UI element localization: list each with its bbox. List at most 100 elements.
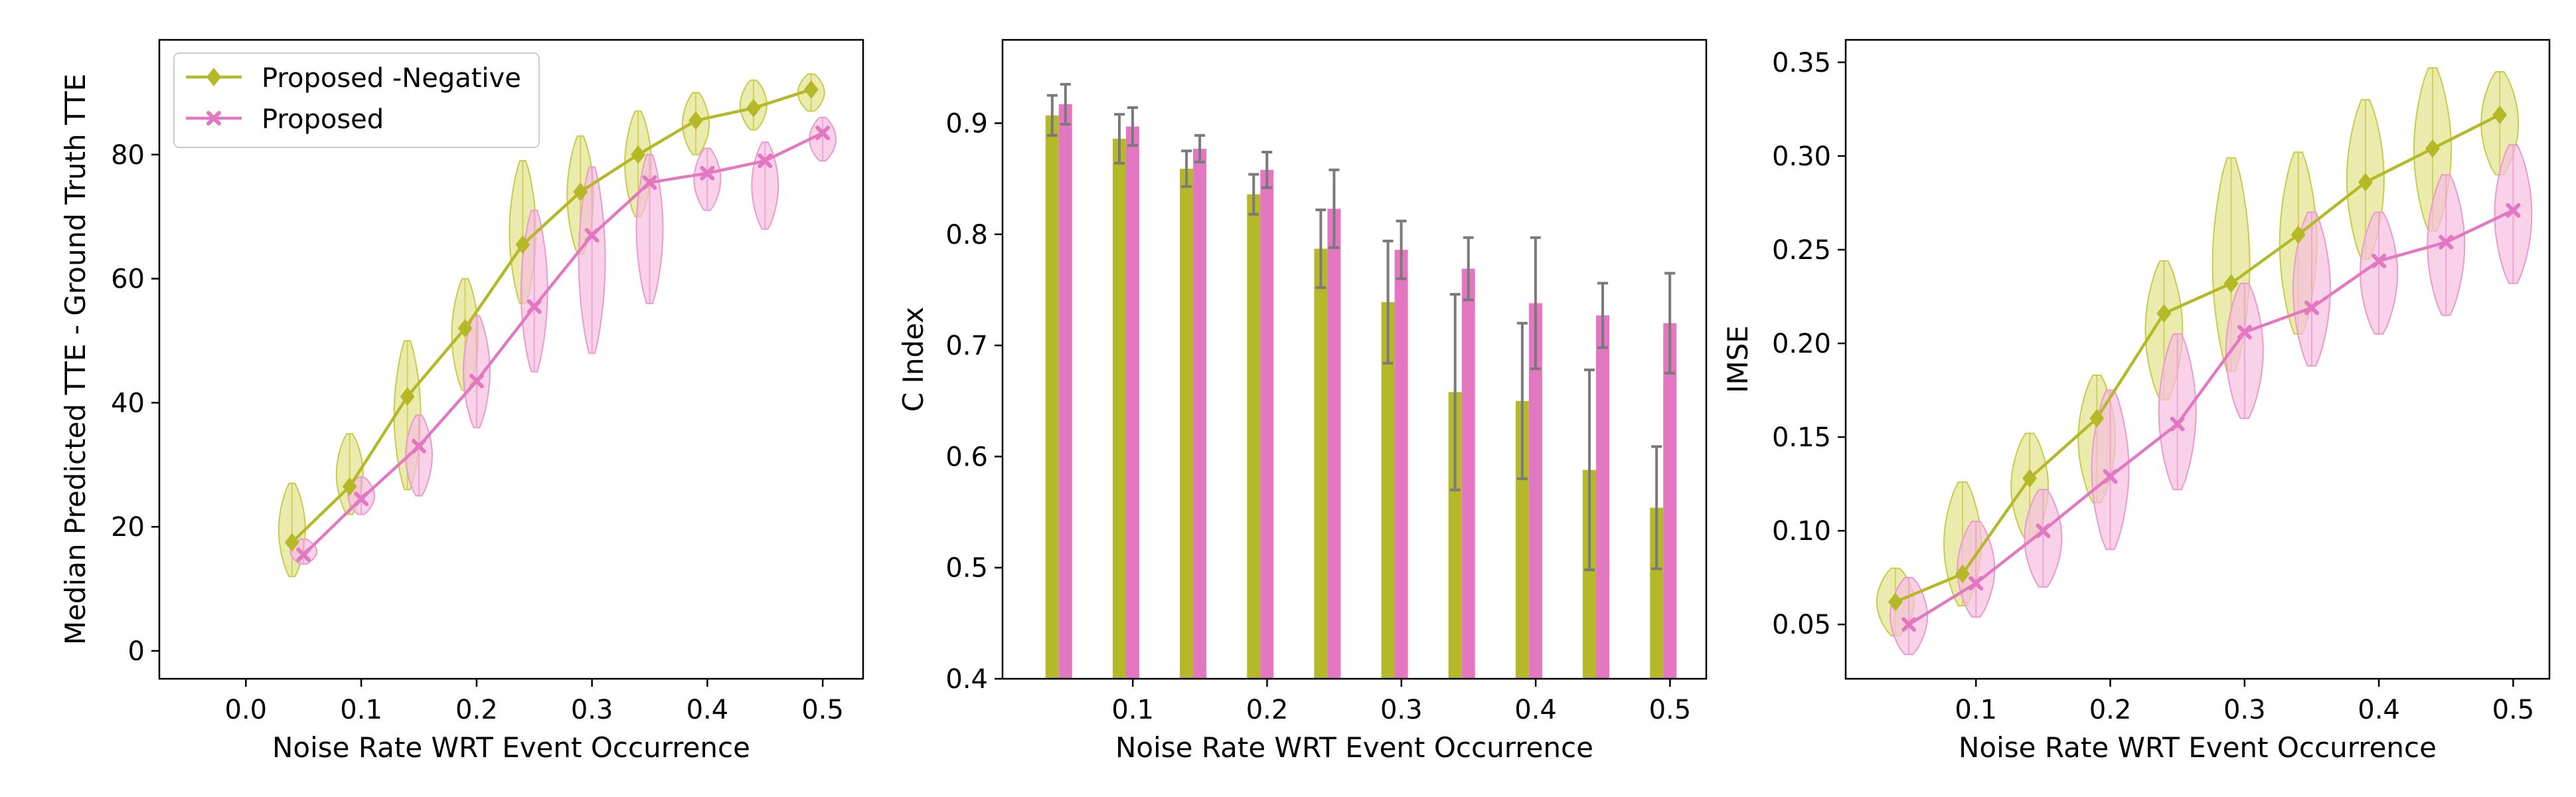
imse-point: [2358, 173, 2373, 192]
cindex-x-tick-label: 0.2: [1246, 695, 1289, 725]
tte-point: [457, 319, 473, 338]
imse-point: [2022, 469, 2038, 488]
legend-marker-x: [206, 111, 221, 126]
tte-x-tick-label: 0.4: [686, 695, 729, 725]
tte-point: [296, 547, 311, 563]
tte-axes-frame: [158, 39, 864, 680]
imse-y-tick-label: 0.20: [1772, 329, 1831, 359]
cindex-bar: [1596, 315, 1609, 679]
imse-point: [2223, 274, 2239, 293]
imse-series-line: [1894, 113, 2501, 604]
cindex-ticks: 0.1 0.2 0.3 0.4 0.5 0.4 0.5 0.6 0.7 0.8 0.9: [945, 108, 1691, 725]
imse-point: [1901, 617, 1917, 632]
cindex-x-axis-label: Noise Rate WRT Event Occurrence: [1115, 731, 1593, 764]
tte-y-tick-label: 60: [111, 264, 145, 295]
cindex-x-tick-label: 0.1: [1111, 695, 1154, 725]
legend: Proposed -Negative Proposed: [173, 52, 540, 148]
tte-plot-area: [278, 73, 837, 577]
imse-point: [2439, 234, 2454, 250]
panel-cindex: 0.1 0.2 0.3 0.4 0.5 0.4 0.5 0.6 0.7 0.8 0.9 Noise …: [897, 39, 1708, 764]
cindex-bar: [1180, 169, 1194, 679]
panel-imse: 0.1 0.2 0.3 0.4 0.5 0.05 0.10 0.15 0.20 0.25 0.30 0…: [1722, 39, 2551, 764]
tte-x-tick-label: 0.5: [801, 695, 844, 725]
cindex-bar: [1515, 400, 1529, 679]
tte-x-tick-label: 0.3: [571, 695, 613, 725]
tte-point: [526, 299, 542, 314]
legend-marker-diamond: [206, 68, 221, 86]
cindex-y-tick-label: 0.6: [945, 442, 988, 472]
imse-point: [2103, 469, 2118, 484]
imse-point: [1955, 565, 1970, 584]
cindex-bar: [1314, 248, 1328, 679]
cindex-y-tick-label: 0.4: [945, 664, 988, 695]
tte-point: [642, 175, 657, 190]
imse-y-tick-label: 0.30: [1772, 141, 1831, 172]
cindex-bar: [1126, 126, 1139, 679]
imse-y-tick-label: 0.35: [1772, 48, 1831, 78]
tte-point: [700, 165, 715, 181]
cindex-bar: [1058, 104, 1072, 679]
cindex-y-tick-label: 0.7: [945, 331, 988, 361]
cindex-x-tick-label: 0.3: [1380, 695, 1423, 725]
imse-point: [2372, 253, 2387, 268]
tte-x-axis-label: Noise Rate WRT Event Occurrence: [272, 731, 750, 764]
imse-point: [2170, 416, 2185, 432]
tte-point: [400, 387, 415, 406]
imse-y-tick-label: 0.10: [1772, 516, 1831, 547]
imse-x-axis-label: Noise Rate WRT Event Occurrence: [1959, 731, 2437, 764]
imse-point: [2156, 304, 2172, 323]
imse-point: [2237, 325, 2252, 340]
imse-series-line: [1907, 209, 2514, 626]
tte-point: [284, 533, 299, 552]
imse-point: [2036, 523, 2051, 539]
cindex-x-tick-label: 0.5: [1649, 695, 1692, 725]
cindex-bar: [1394, 250, 1408, 679]
imse-point: [2492, 105, 2508, 124]
tte-x-tick-label: 0.0: [225, 695, 268, 725]
legend-box: [173, 52, 540, 148]
cindex-bar: [1461, 268, 1475, 679]
tte-point: [515, 235, 530, 254]
imse-x-tick-label: 0.2: [2089, 695, 2132, 725]
imse-point: [1969, 576, 1984, 591]
tte-series-line: [291, 88, 812, 544]
tte-point: [469, 373, 484, 389]
cindex-bar: [1260, 169, 1274, 679]
tte-point: [803, 80, 819, 99]
tte-point: [411, 438, 426, 454]
cindex-bar: [1247, 194, 1261, 679]
imse-x-tick-label: 0.4: [2358, 695, 2400, 725]
tte-y-axis-label: Median Predicted TTE - Ground Truth TTE: [59, 74, 92, 645]
tte-y-tick-label: 20: [111, 512, 145, 543]
tte-y-tick-label: 80: [111, 140, 145, 171]
imse-point: [2089, 408, 2105, 428]
imse-y-tick-label: 0.05: [1772, 610, 1831, 640]
imse-y-tick-label: 0.25: [1772, 235, 1831, 266]
cindex-plot-area: [1045, 82, 1677, 679]
cindex-bar: [1045, 115, 1059, 679]
legend-label-proposed: Proposed: [262, 104, 384, 135]
tte-point: [584, 228, 600, 243]
cindex-x-tick-label: 0.4: [1514, 695, 1557, 725]
cindex-bar: [1327, 209, 1341, 679]
tte-series-line: [302, 132, 824, 556]
tte-point: [631, 145, 646, 164]
cindex-y-tick-label: 0.9: [945, 108, 988, 139]
cindex-y-axis-label: C Index: [897, 307, 929, 412]
imse-plot-area: [1876, 67, 2533, 656]
cindex-bar: [1448, 392, 1462, 679]
tte-ticks: 0.0 0.1 0.2 0.3 0.4 0.5 0 20 40 60 80: [111, 140, 844, 725]
tte-point: [354, 491, 369, 507]
cindex-bar: [1113, 138, 1126, 679]
cindex-bar: [1663, 323, 1677, 679]
cindex-axes-frame: [1001, 39, 1708, 680]
tte-point: [573, 182, 588, 201]
imse-x-tick-label: 0.3: [2223, 695, 2266, 725]
imse-x-tick-label: 0.1: [1955, 695, 1997, 725]
imse-point: [2291, 225, 2306, 244]
tte-y-tick-label: 40: [111, 388, 145, 418]
tte-y-tick-label: 0: [128, 636, 145, 667]
imse-y-tick-label: 0.15: [1772, 422, 1831, 453]
imse-y-axis-label: IMSE: [1722, 325, 1754, 393]
